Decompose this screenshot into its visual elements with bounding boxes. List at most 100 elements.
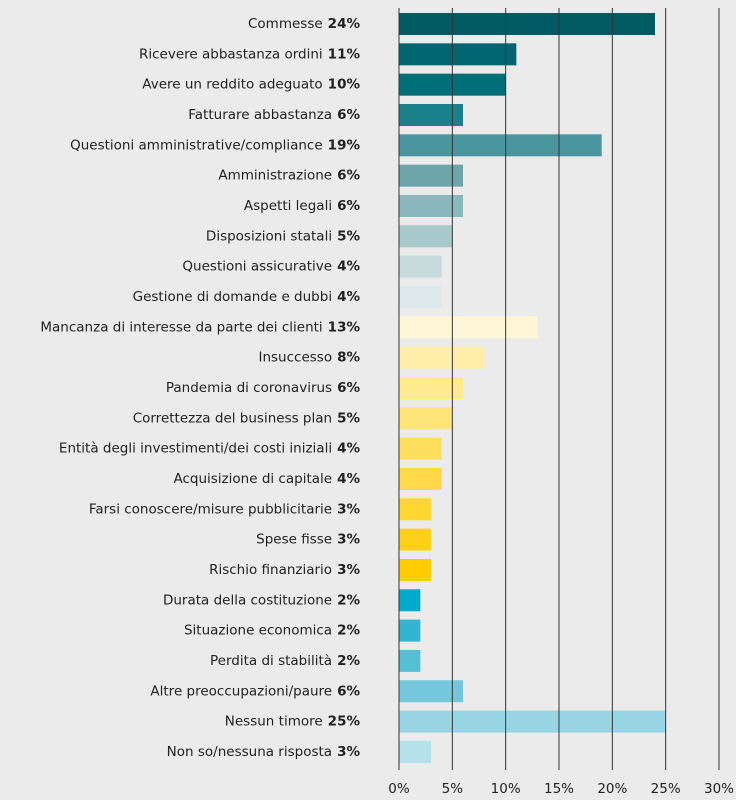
category-name: Non so/nessuna risposta [167,744,332,760]
category-label: Farsi conoscere/misure pubblicitarie 3% [89,501,361,517]
category-name: Disposizioni statali [206,228,332,244]
category-name: Rischio finanziario [209,562,332,578]
bar [399,194,463,217]
bar [399,316,538,339]
category-label: Perdita di stabilità 2% [210,653,360,669]
value-label: 6% [337,107,360,123]
category-name: Amministrazione [218,168,332,184]
category-label: Durata della costituzione 2% [163,592,361,608]
category-label: Gestione di domande e dubbi 4% [133,289,361,305]
bar [399,649,421,672]
bar [399,255,442,278]
value-label: 6% [337,198,360,214]
category-name: Aspetti legali [244,198,332,214]
value-label: 4% [337,441,360,457]
bar [399,740,431,763]
category-label: Pandemia di coronavirus 6% [166,380,361,396]
category-label: Non so/nessuna risposta 3% [167,744,361,760]
category-name: Spese fisse [256,532,332,548]
value-label: 5% [337,228,360,244]
value-label: 6% [337,168,360,184]
bar [399,680,463,703]
category-label: Entità degli investimenti/dei costi iniz… [59,441,361,457]
bar [399,437,442,460]
value-label: 3% [337,532,360,548]
category-name: Insuccesso [258,350,332,366]
category-label: Acquisizione di capitale 4% [173,471,360,487]
value-label: 3% [337,501,360,517]
value-label: 2% [337,592,360,608]
bar [399,710,666,733]
bar [399,376,463,399]
category-label: Ricevere abbastanza ordini 11% [139,46,360,62]
bar [399,164,463,187]
category-name: Questioni assicurative [182,259,332,275]
category-name: Nessun timore [225,714,323,730]
category-name: Altre preoccupazioni/paure [150,683,332,699]
value-label: 3% [337,744,360,760]
category-name: Mancanza di interesse da parte dei clien… [40,319,322,335]
bar [399,346,485,369]
category-name: Avere un reddito adeguato [142,77,322,93]
category-name: Perdita di stabilità [210,653,332,669]
value-label: 19% [328,137,361,153]
bar [399,103,463,126]
bar [399,498,431,521]
category-name: Farsi conoscere/misure pubblicitarie [89,501,332,517]
category-label: Disposizioni statali 5% [206,228,361,244]
value-label: 6% [337,683,360,699]
x-tick-label: 15% [544,781,574,797]
category-name: Acquisizione di capitale [173,471,332,487]
bar [399,528,431,551]
value-label: 2% [337,623,360,639]
value-label: 5% [337,410,360,426]
value-label: 4% [337,471,360,487]
category-name: Situazione economica [184,623,332,639]
value-label: 13% [328,319,361,335]
category-label: Mancanza di interesse da parte dei clien… [40,319,360,335]
x-tick-label: 0% [388,781,410,797]
category-name: Entità degli investimenti/dei costi iniz… [59,441,332,457]
category-name: Questioni amministrative/compliance [70,137,323,153]
category-label: Nessun timore 25% [225,714,361,730]
value-label: 24% [328,16,361,32]
category-label: Situazione economica 2% [184,623,360,639]
bar [399,43,517,66]
category-name: Ricevere abbastanza ordini [139,46,323,62]
category-label: Spese fisse 3% [256,532,360,548]
category-label: Altre preoccupazioni/paure 6% [150,683,360,699]
category-label: Fatturare abbastanza 6% [188,107,360,123]
x-tick-label: 5% [442,781,464,797]
category-label: Avere un reddito adeguato 10% [142,77,360,93]
value-label: 25% [328,714,361,730]
category-label: Commesse 24% [248,16,360,32]
category-name: Commesse [248,16,323,32]
category-name: Durata della costituzione [163,592,332,608]
category-label: Rischio finanziario 3% [209,562,360,578]
bar [399,619,421,642]
x-tick-label: 10% [491,781,521,797]
value-label: 2% [337,653,360,669]
x-tick-label: 25% [651,781,681,797]
bar [399,467,442,490]
category-label: Correttezza del business plan 5% [133,410,361,426]
bar [399,13,655,35]
category-label: Insuccesso 8% [258,350,360,366]
category-name: Correttezza del business plan [133,410,332,426]
bar [399,558,431,581]
category-name: Fatturare abbastanza [188,107,332,123]
x-tick-label: 20% [597,781,627,797]
bar [399,589,421,612]
value-label: 4% [337,289,360,305]
category-name: Pandemia di coronavirus [166,380,332,396]
x-tick-label: 30% [704,781,734,797]
value-label: 10% [328,77,361,93]
value-label: 6% [337,380,360,396]
value-label: 11% [328,46,361,62]
category-label: Aspetti legali 6% [244,198,361,214]
bar [399,225,453,248]
category-label: Amministrazione 6% [218,168,360,184]
category-label: Questioni assicurative 4% [182,259,360,275]
bar [399,134,602,157]
